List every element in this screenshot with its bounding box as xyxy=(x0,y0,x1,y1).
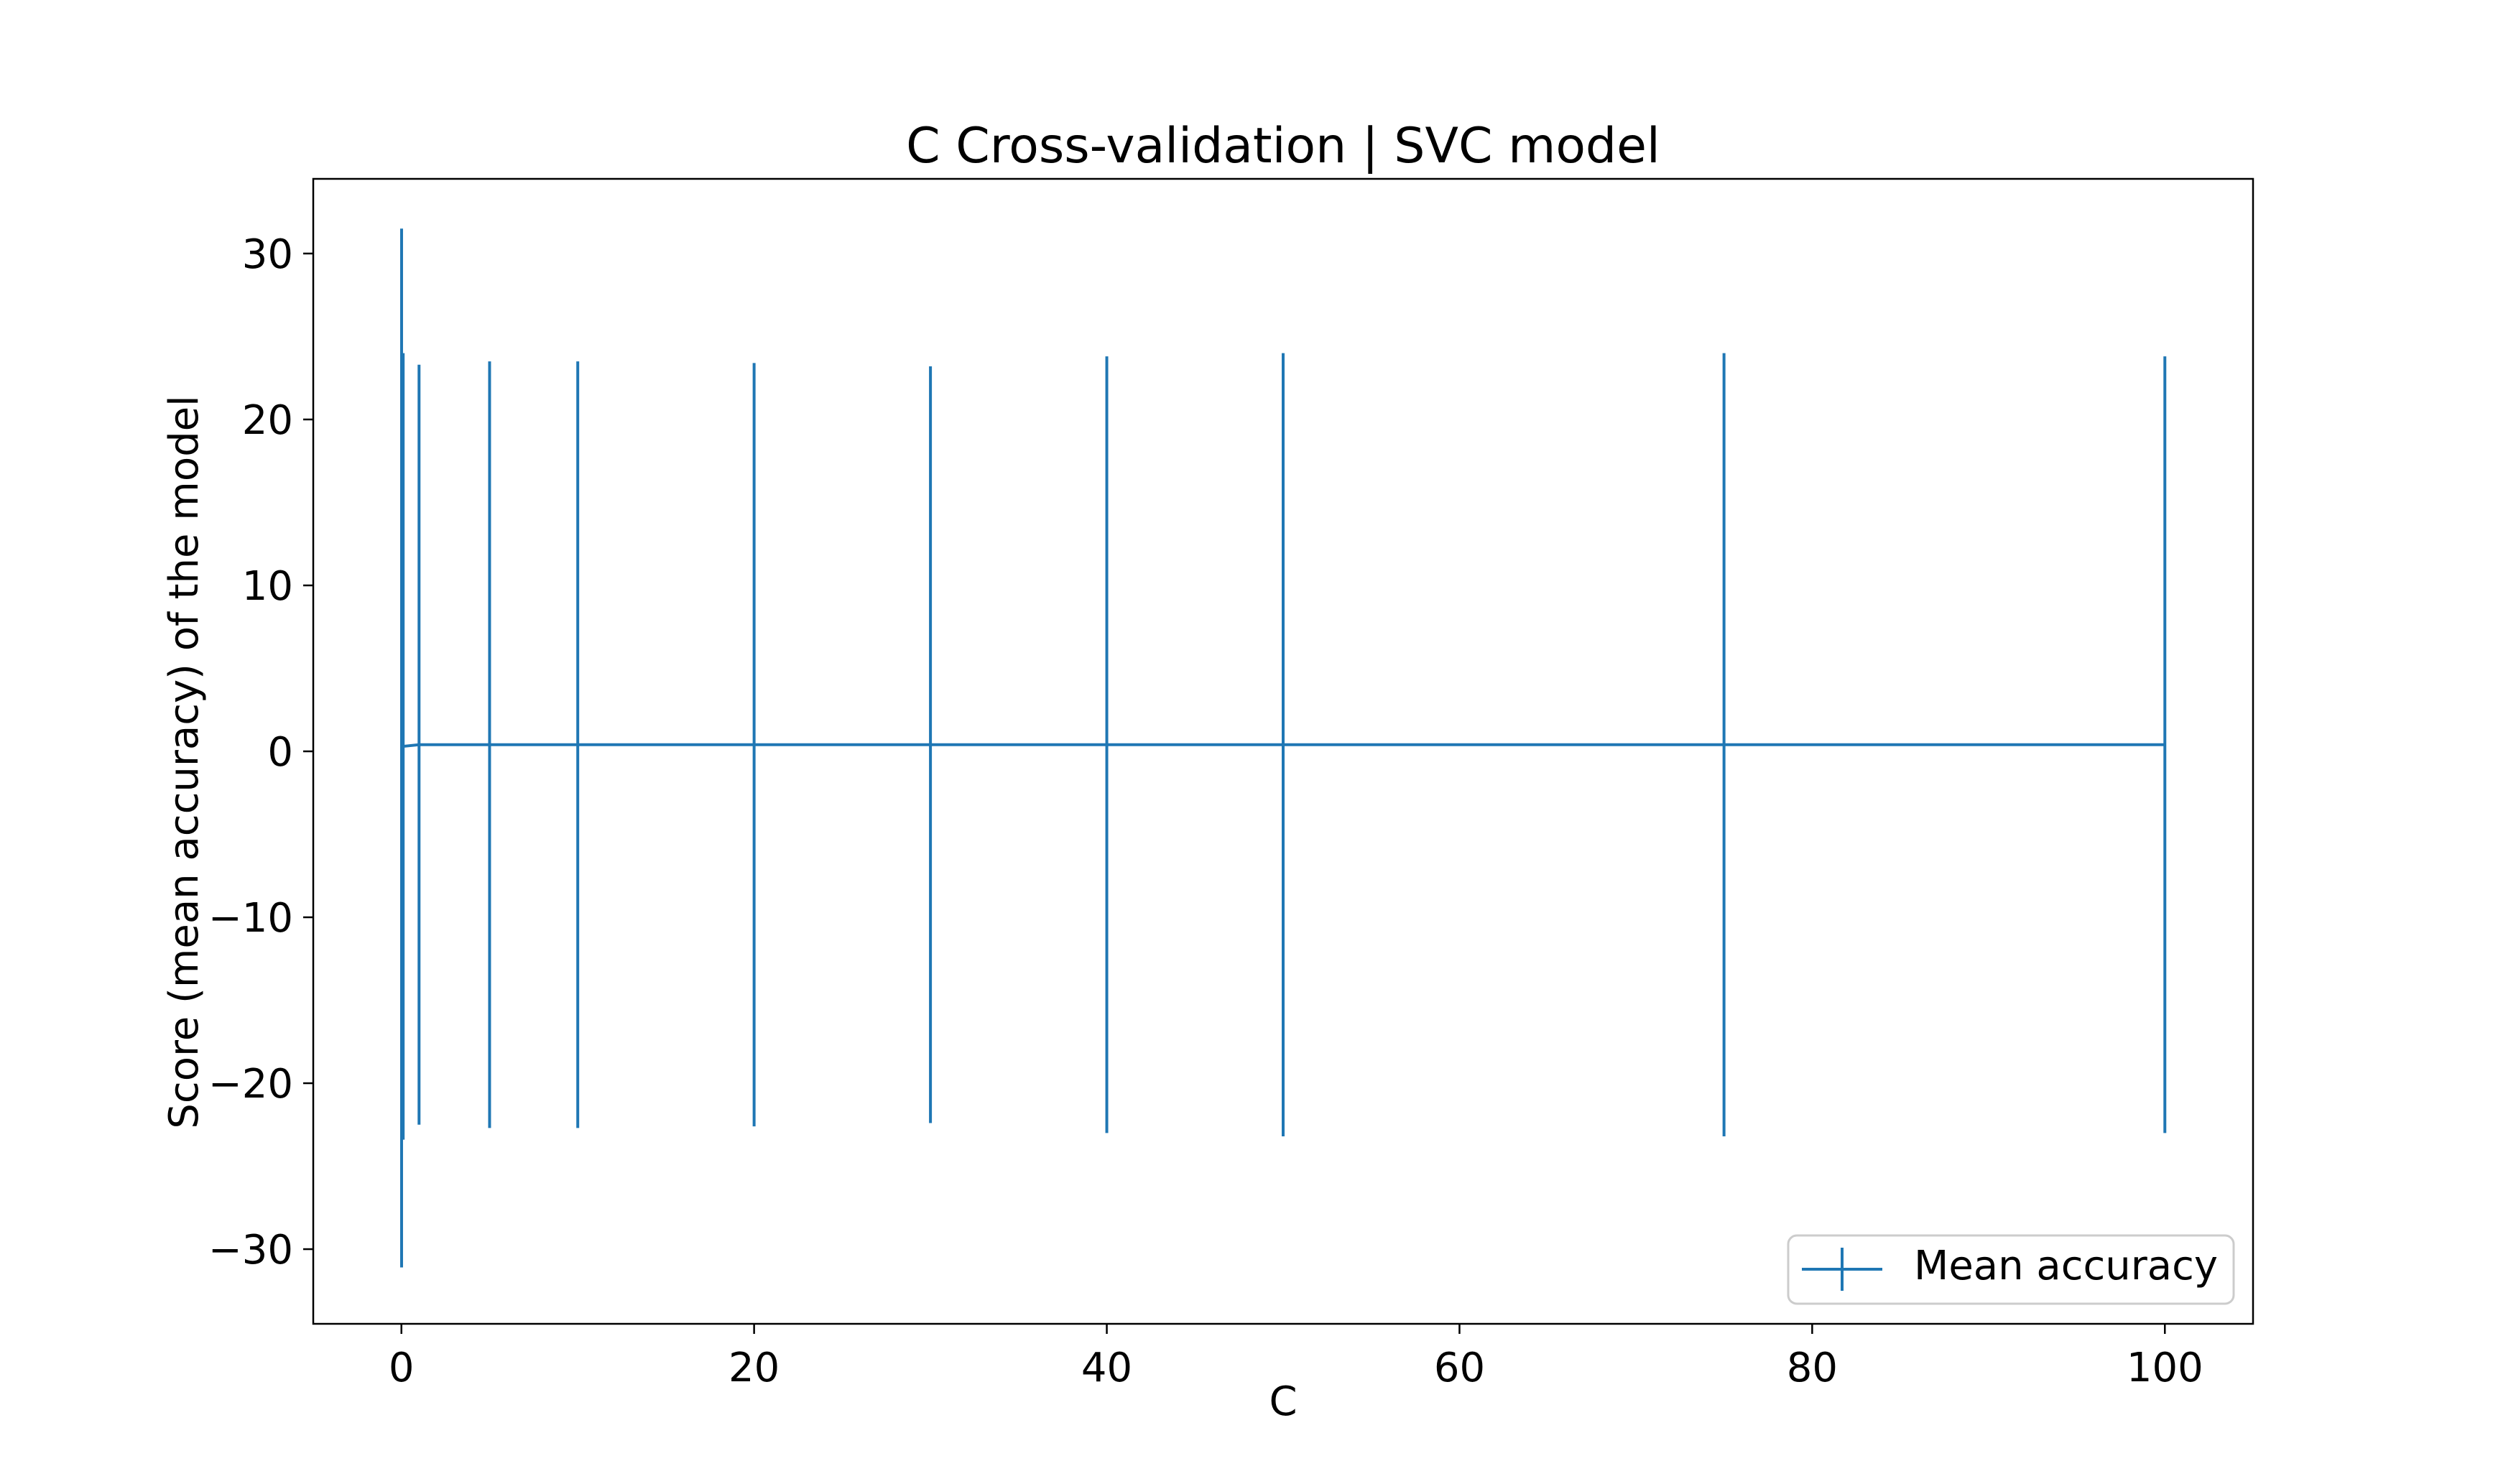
y-tick-label: 30 xyxy=(242,231,293,278)
chart-title: C Cross-validation | SVC model xyxy=(906,118,1660,175)
x-tick-label: 20 xyxy=(729,1345,780,1391)
x-tick-label: 80 xyxy=(1787,1345,1838,1391)
x-tick-label: 40 xyxy=(1081,1345,1132,1391)
x-tick-label: 60 xyxy=(1434,1345,1485,1391)
plot-area xyxy=(312,177,2254,1325)
y-tick-label: 20 xyxy=(242,397,293,444)
legend-label: Mean accuracy xyxy=(1914,1243,2218,1289)
x-axis-label: C xyxy=(1269,1378,1297,1425)
y-tick-label: −20 xyxy=(208,1061,293,1108)
y-axis-label: Score (mean accuracy) of the model xyxy=(161,395,208,1128)
x-axis: 0 20 40 60 80 100 xyxy=(389,1324,2203,1391)
y-axis: −30 −20 −10 0 10 20 30 xyxy=(208,231,313,1274)
x-tick-label: 0 xyxy=(389,1345,415,1391)
legend: Mean accuracy xyxy=(1787,1234,2235,1305)
x-tick-label: 100 xyxy=(2127,1345,2203,1391)
y-tick-label: −30 xyxy=(208,1227,293,1274)
legend-box xyxy=(1787,1234,2235,1305)
series-line-mean-accuracy xyxy=(400,743,2165,749)
y-tick-label: 10 xyxy=(242,563,293,610)
y-tick-label: −10 xyxy=(208,895,293,942)
y-tick-label: 0 xyxy=(267,729,293,776)
